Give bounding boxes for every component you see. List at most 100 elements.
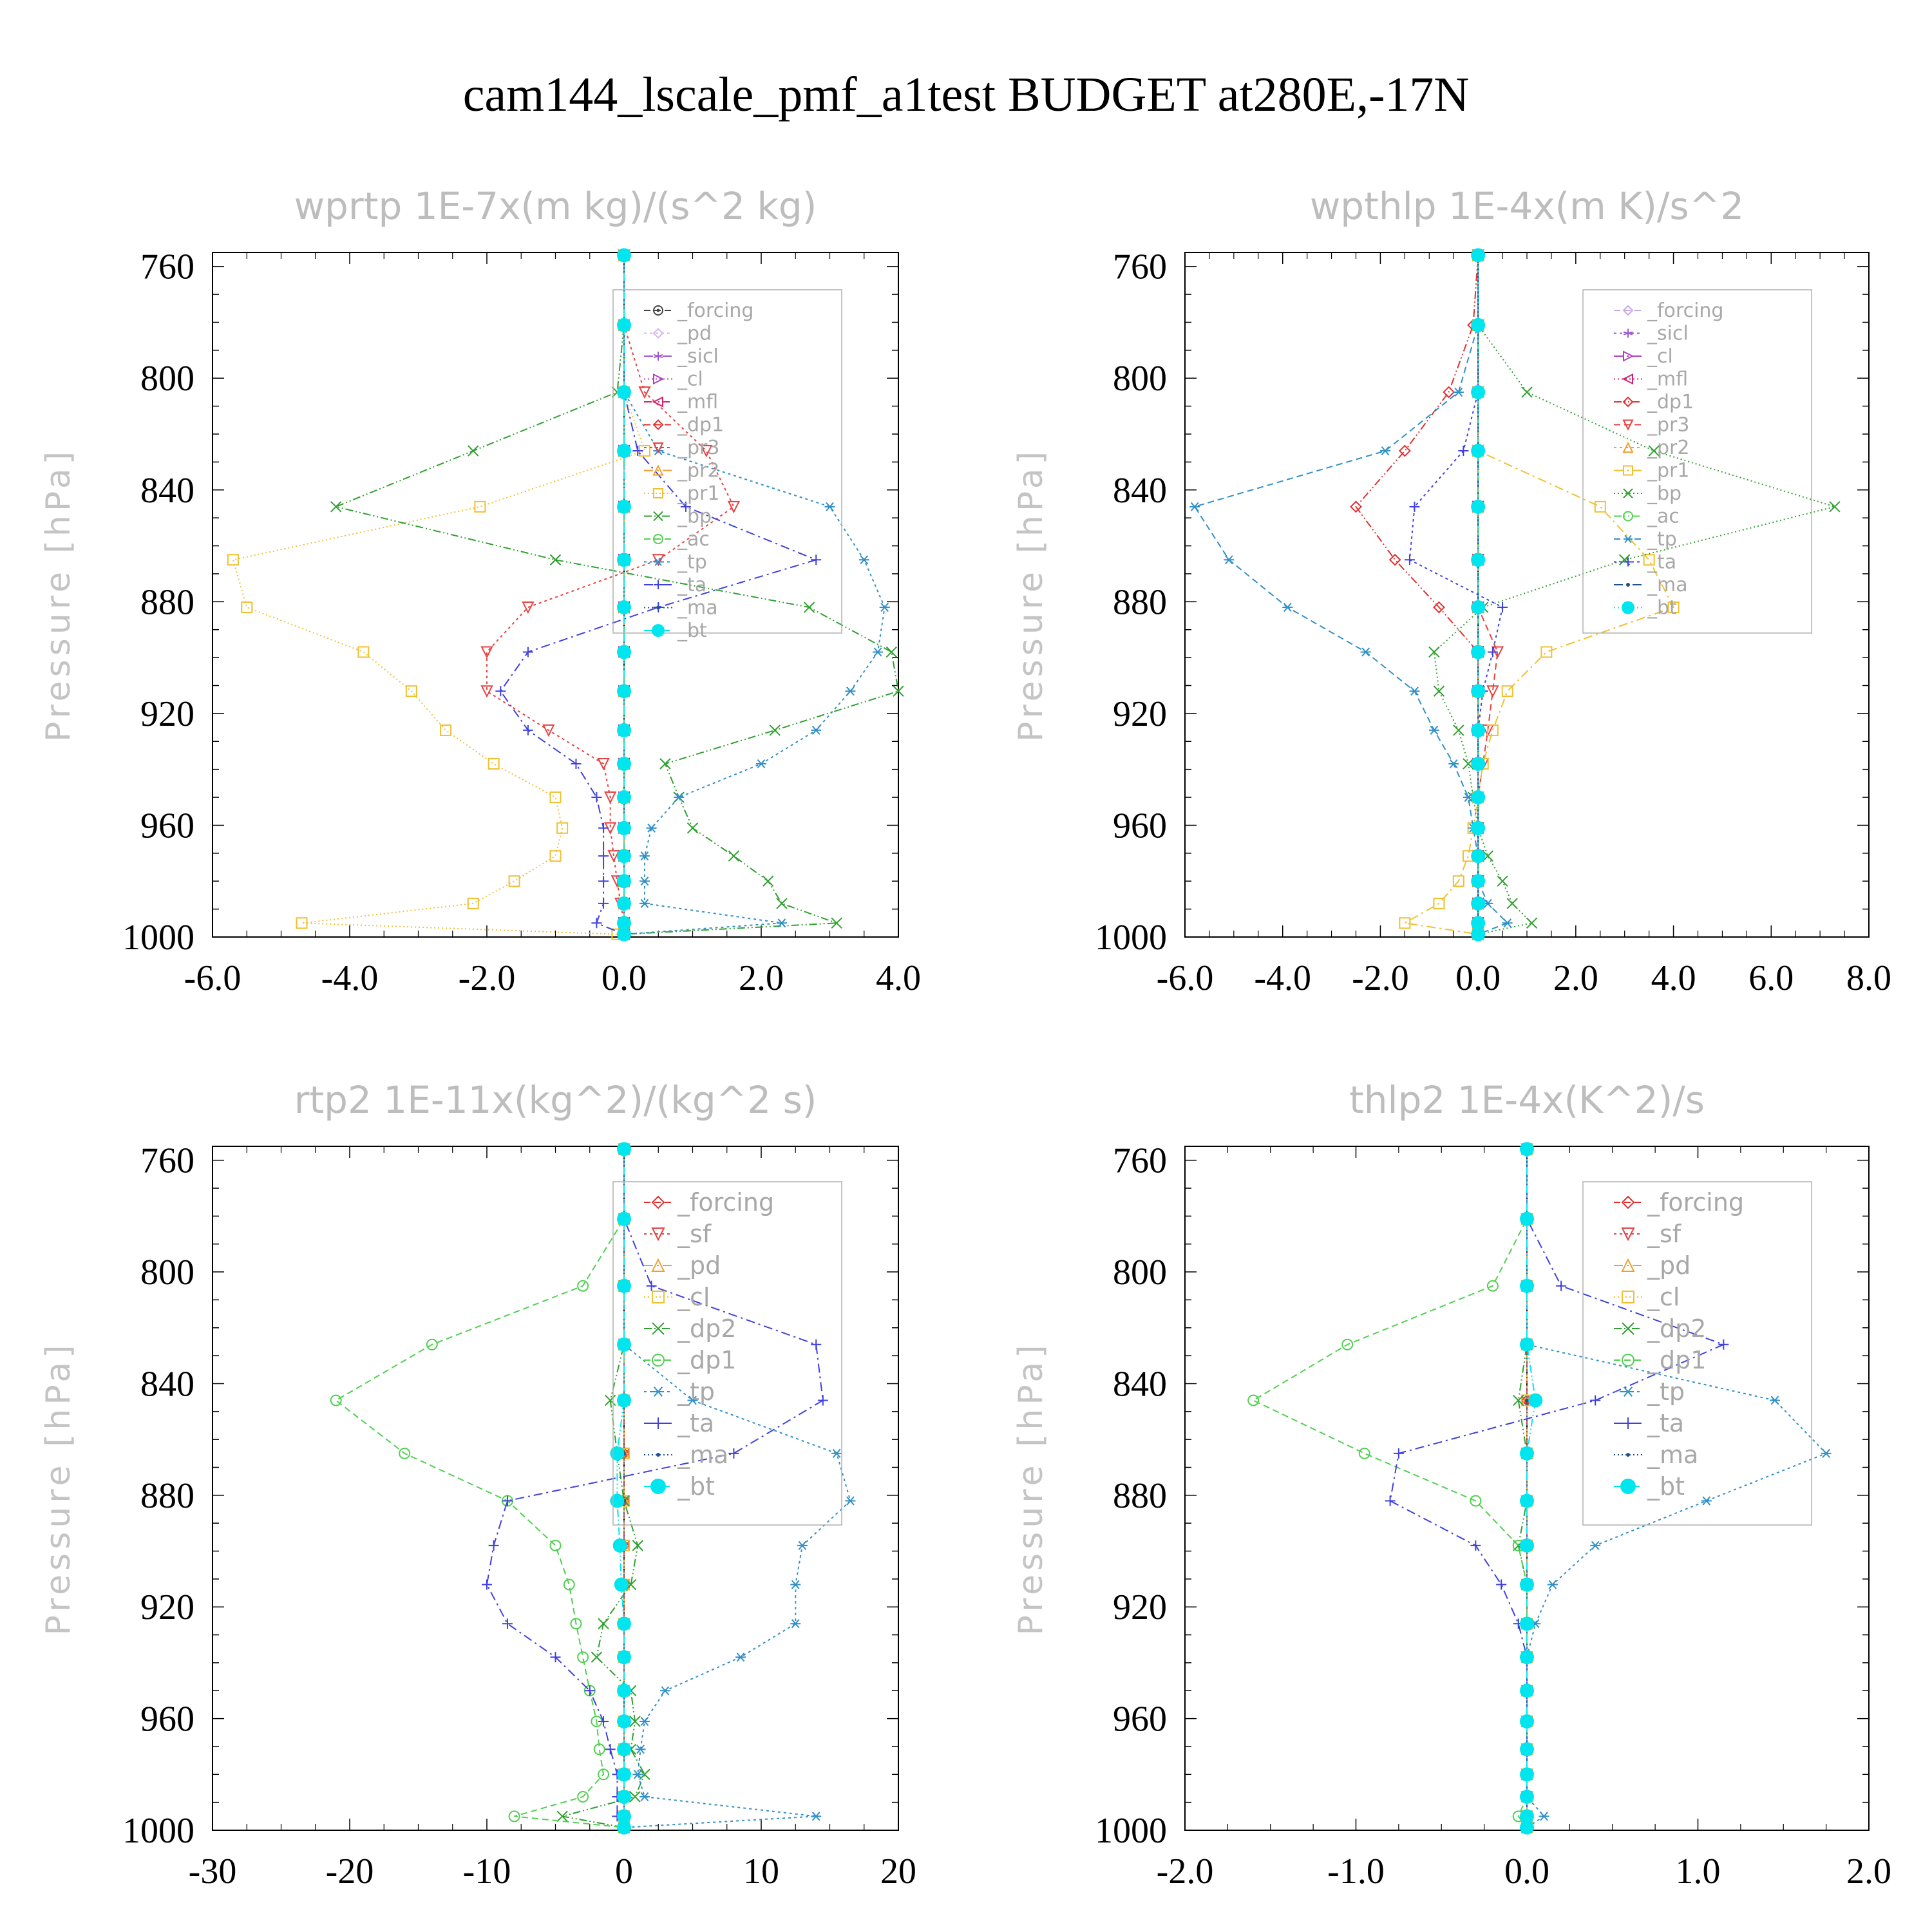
data-point xyxy=(632,446,643,457)
data-point xyxy=(1433,601,1445,614)
data-point xyxy=(1520,1650,1534,1665)
legend-label: _mfl xyxy=(677,391,718,413)
data-point xyxy=(1471,927,1486,942)
legend-marker xyxy=(1623,465,1633,476)
x-tick-label: 0.0 xyxy=(1504,1852,1549,1891)
data-point xyxy=(1556,1280,1567,1291)
y-tick-label: 760 xyxy=(140,247,194,287)
legend-marker xyxy=(653,373,665,385)
y-tick-label: 960 xyxy=(140,806,194,846)
y-axis-label: Pressure [hPa] xyxy=(1012,1341,1050,1636)
data-point xyxy=(617,896,631,911)
data-point xyxy=(659,758,671,770)
legend-label: _ma xyxy=(677,1441,728,1469)
legend-item: _cl xyxy=(1614,1283,1680,1311)
data-point xyxy=(617,790,631,805)
legend-label: _mfl xyxy=(1647,368,1688,391)
data-point xyxy=(1829,501,1841,513)
legend-marker xyxy=(652,1354,665,1367)
legend-marker xyxy=(1622,1291,1634,1303)
data-point xyxy=(1520,1278,1534,1293)
legend-item: _sf xyxy=(1614,1220,1682,1248)
legend-marker xyxy=(656,1453,660,1457)
legend-marker xyxy=(651,1258,665,1272)
legend-marker-dot xyxy=(656,308,660,312)
y-tick-label: 880 xyxy=(1113,582,1167,622)
data-point xyxy=(1409,501,1420,512)
legend-marker xyxy=(1622,1417,1634,1429)
y-tick-label: 880 xyxy=(140,582,194,622)
y-tick-label: 800 xyxy=(140,359,194,399)
data-point xyxy=(508,1810,520,1823)
legend-item: _dp2 xyxy=(644,1314,736,1343)
legend-marker xyxy=(652,396,663,408)
series-line xyxy=(623,255,886,935)
data-point xyxy=(1433,685,1445,697)
data-point xyxy=(610,1493,625,1508)
data-point xyxy=(1520,1493,1534,1508)
data-point xyxy=(598,1768,610,1781)
data-point xyxy=(845,1496,856,1506)
data-point xyxy=(824,502,835,511)
series-pr1 xyxy=(227,249,650,940)
legend-label: _forcing xyxy=(677,299,753,322)
legend: _forcing _sf _pd _cl _dp2 _dp1 _tp _ta _ma _bt xyxy=(1582,1181,1812,1526)
data-point xyxy=(728,850,740,862)
data-point xyxy=(549,1539,562,1551)
data-point xyxy=(598,822,609,833)
series-dp1 xyxy=(330,1143,630,1833)
legend-item: _forcing xyxy=(1614,1188,1744,1217)
data-point xyxy=(570,1618,582,1630)
legend-label: _dp1 xyxy=(677,414,724,437)
legend-item: _tp xyxy=(1614,528,1677,551)
data-point xyxy=(1443,386,1455,399)
y-tick-label: 760 xyxy=(140,1141,194,1181)
legend-marker xyxy=(653,305,663,316)
data-point xyxy=(1513,1394,1524,1406)
data-point xyxy=(1520,1211,1534,1226)
data-point xyxy=(1701,1496,1712,1506)
data-point xyxy=(1247,1394,1260,1406)
legend-item: _ma xyxy=(644,597,718,620)
legend-label: _tp xyxy=(1647,528,1677,551)
legend-marker xyxy=(652,1322,665,1335)
legend-marker xyxy=(652,328,664,339)
data-point xyxy=(480,646,493,659)
data-point xyxy=(1189,502,1200,511)
legend-label: _pr1 xyxy=(1647,460,1689,482)
legend-label: _bp xyxy=(1647,482,1681,505)
legend-label: _tp xyxy=(677,551,707,574)
legend-label: _cl xyxy=(677,1283,710,1311)
legend-item: _bp xyxy=(1614,482,1681,505)
data-point xyxy=(522,601,535,614)
data-point xyxy=(617,1742,631,1757)
legend-label: _forcing xyxy=(677,1188,774,1217)
legend-marker xyxy=(656,605,660,610)
legend-label: _forcing xyxy=(1647,1188,1744,1217)
data-point xyxy=(1463,758,1474,770)
data-point xyxy=(440,724,452,736)
data-point xyxy=(1471,645,1486,659)
data-point xyxy=(1486,685,1499,698)
x-tick-label: -2.0 xyxy=(1352,958,1409,998)
legend-marker xyxy=(652,464,664,476)
data-point xyxy=(1590,1540,1601,1550)
data-point xyxy=(1497,875,1508,887)
panel-2: wpthlp 1E-4x(m K)/s^2 Pressure [hPa] 760 80… xyxy=(1012,184,1891,998)
legend-item: _ma xyxy=(1614,1441,1698,1469)
legend-label: _pr2 xyxy=(677,460,719,482)
legend-marker xyxy=(654,580,663,589)
series-tp xyxy=(1189,251,1513,939)
data-point xyxy=(617,1616,631,1631)
y-tick-label: 960 xyxy=(140,1700,194,1739)
legend-marker xyxy=(1624,535,1633,544)
data-point xyxy=(1520,1446,1534,1461)
legend-marker xyxy=(653,488,663,498)
series-line xyxy=(486,1149,824,1828)
legend-box xyxy=(612,1181,842,1526)
legend-label: _pr3 xyxy=(677,437,719,459)
legend-label: _ta xyxy=(1647,1409,1684,1437)
y-tick-label: 920 xyxy=(1113,1587,1167,1627)
legend-label: _dp2 xyxy=(1647,1314,1706,1343)
data-point xyxy=(811,1812,822,1821)
